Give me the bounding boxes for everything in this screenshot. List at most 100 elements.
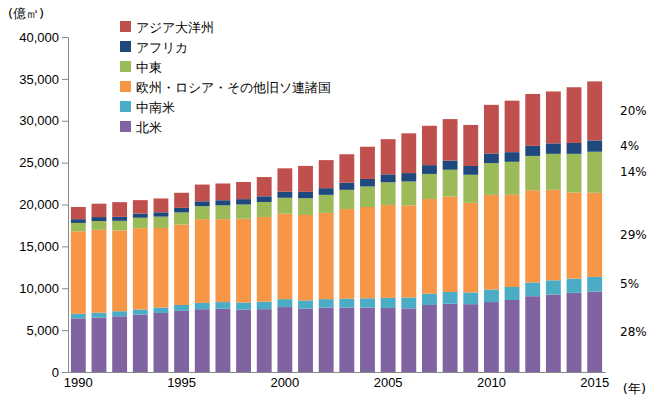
bar <box>92 217 107 221</box>
bar <box>195 201 210 206</box>
bar <box>71 314 86 319</box>
bar <box>298 192 313 198</box>
bar <box>154 217 169 228</box>
bar <box>587 152 602 193</box>
bar <box>339 209 354 299</box>
bar <box>277 168 292 191</box>
bar <box>71 231 86 313</box>
bar <box>257 309 272 372</box>
bar <box>422 126 437 165</box>
bar <box>215 200 230 205</box>
legend-item: 欧州・ロシア・その他旧ソ連諸国 <box>120 80 331 95</box>
y-tick-mark <box>62 288 68 289</box>
bar <box>443 292 458 304</box>
bar <box>546 143 561 153</box>
y-tick-mark <box>62 246 68 247</box>
x-tick: 1995 <box>167 372 196 390</box>
bar <box>463 292 478 304</box>
bar <box>257 177 272 196</box>
bar <box>112 311 127 316</box>
y-tick-mark <box>62 121 68 122</box>
y-axis-line <box>68 38 69 373</box>
bar <box>257 217 272 302</box>
bar <box>236 219 251 303</box>
bar <box>339 190 354 209</box>
bar <box>443 119 458 160</box>
bar <box>587 292 602 372</box>
bar <box>195 185 210 202</box>
bar <box>381 205 396 298</box>
chart: 05,00010,00015,00020,00025,00030,00035,0… <box>0 0 650 401</box>
bar <box>319 195 334 213</box>
bar <box>71 219 86 223</box>
bar <box>463 203 478 293</box>
bar <box>525 190 540 282</box>
bar <box>112 316 127 372</box>
bar <box>174 193 189 208</box>
bar <box>319 308 334 372</box>
bar <box>215 219 230 302</box>
legend-swatch <box>120 61 131 72</box>
y-tick: 35,000 <box>19 72 68 87</box>
bar <box>463 175 478 203</box>
bar <box>339 308 354 372</box>
y-tick-label: 15,000 <box>19 239 59 254</box>
x-tick: 2005 <box>374 372 403 390</box>
bar <box>525 282 540 296</box>
y-tick-mark <box>62 372 68 373</box>
legend-label: 北米 <box>136 120 162 135</box>
bar <box>401 205 416 297</box>
bar <box>277 299 292 307</box>
bar <box>546 280 561 294</box>
bar <box>360 186 375 207</box>
bar <box>360 298 375 307</box>
x-tick: 2015 <box>580 372 609 390</box>
bar <box>339 154 354 182</box>
bar <box>525 146 540 156</box>
bar <box>505 287 520 300</box>
bar <box>360 207 375 298</box>
bar <box>195 303 210 309</box>
y-tick-label: 5,000 <box>26 323 59 338</box>
bar <box>422 174 437 199</box>
legend-label: 欧州・ロシア・その他旧ソ連諸国 <box>136 80 331 95</box>
bar <box>298 309 313 372</box>
legend-swatch <box>120 21 131 32</box>
legend-item: アフリカ <box>120 40 188 55</box>
y-tick: 20,000 <box>19 197 68 212</box>
y-tick-mark <box>62 205 68 206</box>
bar <box>174 225 189 305</box>
bar <box>463 304 478 372</box>
bar <box>401 297 416 308</box>
y-tick-mark <box>62 330 68 331</box>
x-tick-label: 2000 <box>270 375 299 390</box>
x-tick-label: 2010 <box>477 375 506 390</box>
bar <box>505 300 520 372</box>
x-tick-label: 1990 <box>64 375 93 390</box>
x-axis-line <box>69 372 606 373</box>
bar <box>133 214 148 218</box>
bar <box>257 196 272 202</box>
bar <box>71 207 86 219</box>
bar <box>277 307 292 372</box>
legend-label: アフリカ <box>136 40 188 55</box>
bar <box>360 147 375 179</box>
bar <box>112 202 127 217</box>
series-bars <box>71 277 602 318</box>
bar <box>381 182 396 205</box>
bar <box>154 198 169 212</box>
bar <box>174 208 189 213</box>
y-tick-label: 40,000 <box>19 30 59 45</box>
bar <box>484 105 499 154</box>
bar <box>257 202 272 217</box>
bar <box>401 308 416 372</box>
bar <box>525 94 540 146</box>
bar <box>236 302 251 309</box>
bar <box>112 217 127 221</box>
bar <box>215 302 230 309</box>
bar <box>298 215 313 300</box>
bar <box>422 305 437 372</box>
bar <box>381 298 396 308</box>
bar <box>298 166 313 192</box>
bar <box>92 204 107 217</box>
